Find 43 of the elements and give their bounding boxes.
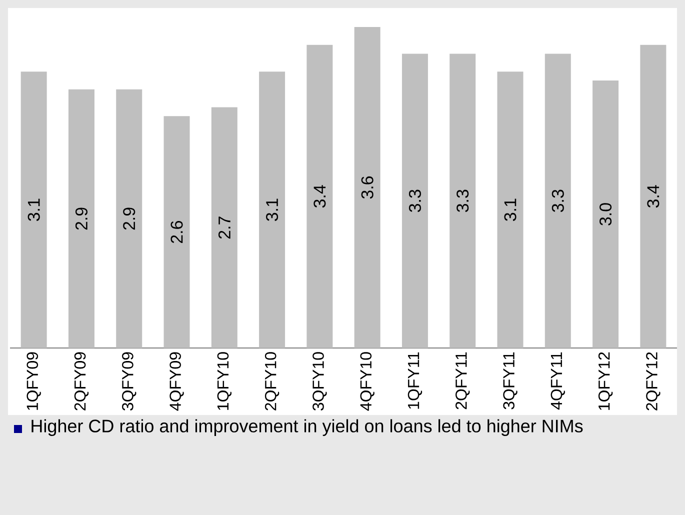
data-label: 3.1 — [504, 198, 516, 221]
data-label: 2.7 — [218, 216, 230, 239]
text: Higher CD ratio and improvement in yield on loans led to higher NIMs — [32, 419, 583, 436]
data-label: 3.3 — [408, 190, 421, 212]
data-label: 2.9 — [75, 208, 88, 230]
x-tick-label: 3QFY09 — [122, 352, 136, 411]
x-tick-label: 1QFY09 — [26, 352, 41, 410]
data-label: 2.9 — [123, 208, 136, 230]
bar — [544, 54, 571, 348]
bar — [497, 72, 524, 348]
x-tick-label: 2QFY12 — [646, 352, 660, 410]
bar — [116, 89, 142, 348]
data-label: 3.3 — [456, 190, 469, 212]
x-tick-label: 4QFY10 — [360, 352, 374, 411]
bar — [592, 80, 619, 348]
data-label: 3.0 — [600, 203, 612, 226]
x-tick-label: 4QFY11 — [550, 352, 565, 410]
bar — [164, 116, 190, 348]
data-label: 3.3 — [552, 190, 564, 212]
x-tick-label: 2QFY09 — [74, 352, 89, 410]
data-label: 3.4 — [647, 185, 660, 208]
x-tick-label: 3QFY10 — [312, 352, 327, 411]
data-label: 3.6 — [361, 176, 374, 199]
x-tick-label: 2QFY10 — [264, 352, 280, 410]
x-tick-label: 2QFY11 — [456, 352, 470, 410]
bar — [450, 54, 476, 348]
bar — [211, 107, 238, 348]
x-tick-label: 4QFY09 — [170, 352, 184, 411]
data-label: 3.1 — [266, 198, 278, 221]
bar — [68, 89, 94, 348]
x-tick-label: 1QFY12 — [598, 352, 613, 410]
data-label: 3.4 — [314, 185, 326, 208]
bar — [306, 44, 333, 348]
bar — [640, 44, 666, 348]
bar — [354, 27, 380, 348]
data-label: 2.6 — [170, 221, 183, 244]
x-tick-label: 1QFY10 — [217, 352, 232, 410]
bar — [259, 72, 286, 348]
x-tick-label: 1QFY11 — [408, 352, 422, 409]
bar — [20, 72, 47, 348]
x-tick-label: 3QFY11 — [503, 352, 518, 410]
data-label: 3.1 — [28, 198, 40, 221]
bar — [402, 54, 428, 348]
